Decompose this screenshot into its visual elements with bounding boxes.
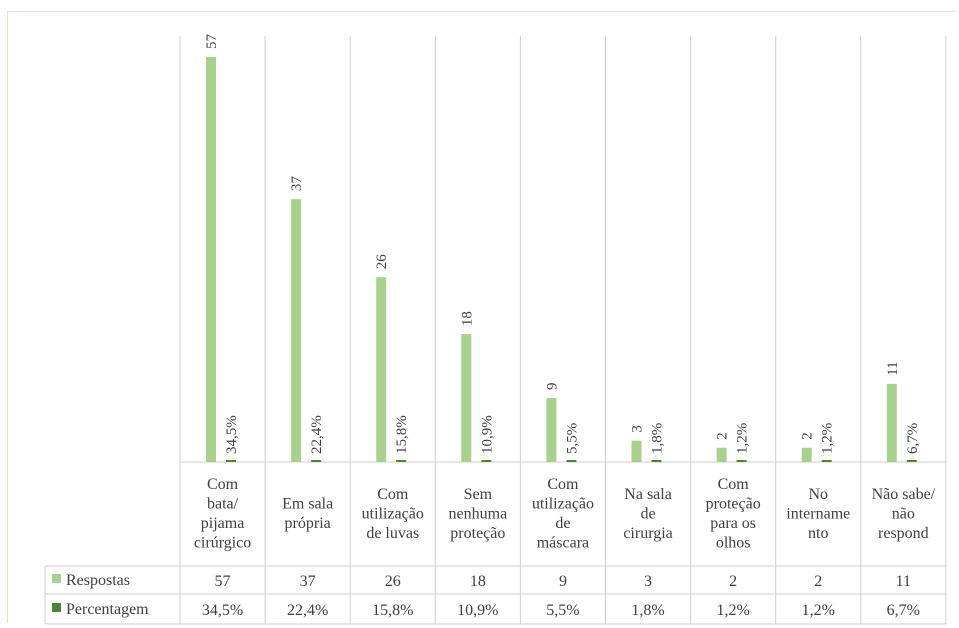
bar-respostas	[716, 447, 727, 462]
data-label-percentagem: 1,2%	[735, 423, 751, 454]
bar-percentagem	[311, 460, 322, 462]
category-label: bata/	[207, 496, 239, 513]
table-cell-percentagem: 1,2%	[802, 602, 835, 619]
category-label: proteção	[706, 496, 761, 513]
table-cell-respostas: 37	[300, 573, 316, 590]
bar-percentagem	[821, 460, 832, 462]
category-label: Sem	[464, 486, 493, 503]
chart-frame	[7, 11, 955, 623]
table-cell-respostas: 3	[644, 573, 652, 590]
table-cell-percentagem: 15,8%	[372, 602, 413, 619]
category-label: internamе	[786, 505, 850, 522]
bar-respostas	[886, 383, 897, 462]
category-label: utilização	[532, 496, 594, 513]
category-label: nto	[808, 525, 828, 542]
data-label-respostas: 3	[630, 425, 646, 433]
category-label: Não sabe/	[872, 486, 936, 503]
table-cell-respostas: 9	[559, 573, 567, 590]
data-label-percentagem: 34,5%	[224, 415, 240, 454]
table-cell-percentagem: 5,5%	[546, 602, 579, 619]
category-label: de	[555, 515, 570, 532]
table-cell-percentagem: 10,9%	[457, 602, 498, 619]
category-label: cirúrgico	[194, 535, 251, 552]
bar-respostas	[631, 440, 642, 462]
category-label: cirurgia	[623, 525, 672, 542]
data-label-percentagem: 6,7%	[905, 423, 921, 454]
table-cell-percentagem: 6,7%	[887, 602, 920, 619]
data-label-respostas: 18	[459, 311, 475, 326]
bar-percentagem	[651, 460, 662, 462]
category-label: máscara	[537, 535, 589, 552]
legend-key-percentagem	[52, 603, 61, 612]
table-cell-percentagem: 22,4%	[287, 602, 328, 619]
legend-label-respostas: Respostas	[66, 572, 130, 589]
bar-respostas	[206, 57, 216, 462]
bar-respostas	[376, 277, 387, 462]
bar-percentagem	[736, 460, 747, 462]
data-label-respostas: 26	[374, 254, 390, 270]
category-label: Com	[718, 476, 750, 493]
bar-respostas	[291, 199, 302, 462]
table-cell-respostas: 26	[385, 573, 401, 590]
category-label: própria	[285, 515, 331, 532]
data-label-respostas: 2	[800, 432, 816, 440]
table-cell-percentagem: 1,8%	[631, 602, 664, 619]
data-label-percentagem: 5,5%	[564, 423, 580, 454]
data-label-percentagem: 15,8%	[394, 415, 410, 454]
data-label-percentagem: 22,4%	[309, 415, 325, 454]
category-label: Em sala	[282, 496, 333, 513]
category-label: Com	[207, 476, 239, 493]
category-label: olhos	[716, 535, 751, 552]
data-label-respostas: 2	[715, 432, 731, 440]
category-label: nenhuma	[449, 505, 508, 522]
category-label: utilização	[362, 505, 424, 522]
bar-respostas	[461, 334, 472, 462]
table-cell-percentagem: 34,5%	[202, 602, 243, 619]
table-cell-respostas: 2	[729, 573, 737, 590]
table-cell-respostas: 2	[814, 573, 822, 590]
table-cell-respostas: 11	[896, 573, 911, 590]
bar-percentagem	[481, 460, 492, 462]
category-label: No	[808, 486, 828, 503]
data-label-respostas: 37	[289, 176, 305, 192]
category-label: pijama	[201, 515, 245, 532]
bar-percentagem	[226, 460, 236, 462]
bar-respostas	[546, 398, 557, 462]
data-label-percentagem: 1,2%	[820, 423, 836, 454]
table-cell-respostas: 18	[470, 573, 486, 590]
category-label: não	[892, 505, 915, 522]
table-cell-percentagem: 1,2%	[716, 602, 749, 619]
bar-percentagem	[906, 460, 917, 462]
data-label-percentagem: 10,9%	[479, 415, 495, 454]
category-label: para os	[710, 515, 756, 532]
legend-key-respostas	[52, 574, 61, 583]
bar-respostas	[801, 447, 812, 462]
category-label: Na sala	[624, 486, 672, 503]
category-label: de	[640, 505, 655, 522]
category-label: Com	[377, 486, 409, 503]
category-label: proteção	[450, 525, 505, 542]
category-label: de luvas	[366, 525, 419, 542]
data-label-respostas: 9	[544, 383, 560, 391]
data-label-respostas: 11	[885, 361, 901, 375]
legend-label-percentagem: Percentagem	[66, 601, 149, 618]
category-label: Com	[547, 476, 579, 493]
bar-percentagem	[396, 460, 407, 462]
bar-percentagem	[566, 460, 577, 462]
data-label-percentagem: 1,8%	[650, 423, 666, 454]
data-label-respostas: 57	[204, 34, 220, 50]
table-cell-respostas: 57	[215, 573, 231, 590]
category-label: respond	[878, 525, 929, 542]
